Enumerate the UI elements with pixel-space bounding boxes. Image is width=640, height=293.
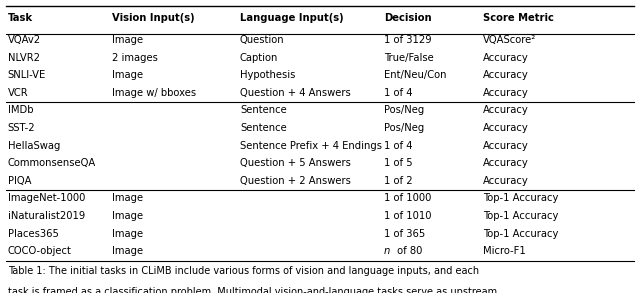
Text: Image: Image xyxy=(112,211,143,221)
Text: SST-2: SST-2 xyxy=(8,123,35,133)
Text: 1 of 4: 1 of 4 xyxy=(384,141,413,151)
Text: VQAScore²: VQAScore² xyxy=(483,35,536,45)
Text: Accuracy: Accuracy xyxy=(483,70,529,80)
Text: COCO-object: COCO-object xyxy=(8,246,72,256)
Text: Accuracy: Accuracy xyxy=(483,176,529,186)
Text: of 80: of 80 xyxy=(394,246,422,256)
Text: Caption: Caption xyxy=(240,53,278,63)
Text: 1 of 1000: 1 of 1000 xyxy=(384,193,431,203)
Text: IMDb: IMDb xyxy=(8,105,33,115)
Text: task is framed as a classification problem. Multimodal vision-and-language tasks: task is framed as a classification probl… xyxy=(8,287,497,293)
Text: VQAv2: VQAv2 xyxy=(8,35,41,45)
Text: Question + 5 Answers: Question + 5 Answers xyxy=(240,158,351,168)
Text: SNLI-VE: SNLI-VE xyxy=(8,70,46,80)
Text: Accuracy: Accuracy xyxy=(483,158,529,168)
Text: Sentence Prefix + 4 Endings: Sentence Prefix + 4 Endings xyxy=(240,141,382,151)
Text: 2 images: 2 images xyxy=(112,53,158,63)
Text: Hypothesis: Hypothesis xyxy=(240,70,296,80)
Text: Accuracy: Accuracy xyxy=(483,88,529,98)
Text: Accuracy: Accuracy xyxy=(483,141,529,151)
Text: 1 of 2: 1 of 2 xyxy=(384,176,413,186)
Text: 1 of 5: 1 of 5 xyxy=(384,158,413,168)
Text: Table 1: The initial tasks in CLiMB include various forms of vision and language: Table 1: The initial tasks in CLiMB incl… xyxy=(8,266,479,276)
Text: Sentence: Sentence xyxy=(240,123,287,133)
Text: Top-1 Accuracy: Top-1 Accuracy xyxy=(483,211,559,221)
Text: 1 of 4: 1 of 4 xyxy=(384,88,413,98)
Text: Language Input(s): Language Input(s) xyxy=(240,13,344,23)
Text: Image: Image xyxy=(112,35,143,45)
Text: Sentence: Sentence xyxy=(240,105,287,115)
Text: PIQA: PIQA xyxy=(8,176,31,186)
Text: Accuracy: Accuracy xyxy=(483,53,529,63)
Text: Score Metric: Score Metric xyxy=(483,13,554,23)
Text: n: n xyxy=(384,246,390,256)
Text: True/False: True/False xyxy=(384,53,434,63)
Text: Pos/Neg: Pos/Neg xyxy=(384,123,424,133)
Text: Question: Question xyxy=(240,35,285,45)
Text: Decision: Decision xyxy=(384,13,431,23)
Text: Question + 4 Answers: Question + 4 Answers xyxy=(240,88,351,98)
Text: Image w/ bboxes: Image w/ bboxes xyxy=(112,88,196,98)
Text: Image: Image xyxy=(112,229,143,239)
Text: Ent/Neu/Con: Ent/Neu/Con xyxy=(384,70,447,80)
Text: Task: Task xyxy=(8,13,33,23)
Text: 1 of 3129: 1 of 3129 xyxy=(384,35,431,45)
Text: Question + 2 Answers: Question + 2 Answers xyxy=(240,176,351,186)
Text: 1 of 365: 1 of 365 xyxy=(384,229,425,239)
Text: Vision Input(s): Vision Input(s) xyxy=(112,13,195,23)
Text: Top-1 Accuracy: Top-1 Accuracy xyxy=(483,229,559,239)
Text: Places365: Places365 xyxy=(8,229,58,239)
Text: HellaSwag: HellaSwag xyxy=(8,141,60,151)
Text: Accuracy: Accuracy xyxy=(483,105,529,115)
Text: Image: Image xyxy=(112,246,143,256)
Text: CommonsenseQA: CommonsenseQA xyxy=(8,158,96,168)
Text: Image: Image xyxy=(112,70,143,80)
Text: Pos/Neg: Pos/Neg xyxy=(384,105,424,115)
Text: 1 of 1010: 1 of 1010 xyxy=(384,211,431,221)
Text: iNaturalist2019: iNaturalist2019 xyxy=(8,211,85,221)
Text: Micro-F1: Micro-F1 xyxy=(483,246,526,256)
Text: VCR: VCR xyxy=(8,88,28,98)
Text: Accuracy: Accuracy xyxy=(483,123,529,133)
Text: NLVR2: NLVR2 xyxy=(8,53,40,63)
Text: ImageNet-1000: ImageNet-1000 xyxy=(8,193,85,203)
Text: Top-1 Accuracy: Top-1 Accuracy xyxy=(483,193,559,203)
Text: Image: Image xyxy=(112,193,143,203)
